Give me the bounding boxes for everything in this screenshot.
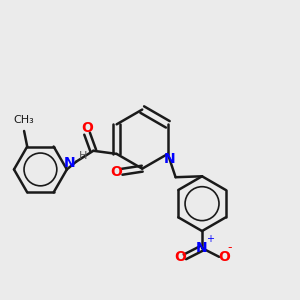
Text: CH₃: CH₃	[14, 116, 34, 125]
Text: -: -	[228, 242, 232, 254]
Text: +: +	[206, 234, 214, 244]
Text: N: N	[164, 152, 175, 167]
Text: O: O	[81, 121, 93, 135]
Text: O: O	[110, 165, 122, 179]
Text: N: N	[196, 241, 208, 255]
Text: O: O	[218, 250, 230, 264]
Text: N: N	[64, 156, 75, 170]
Text: H: H	[79, 151, 87, 161]
Text: O: O	[174, 250, 186, 264]
